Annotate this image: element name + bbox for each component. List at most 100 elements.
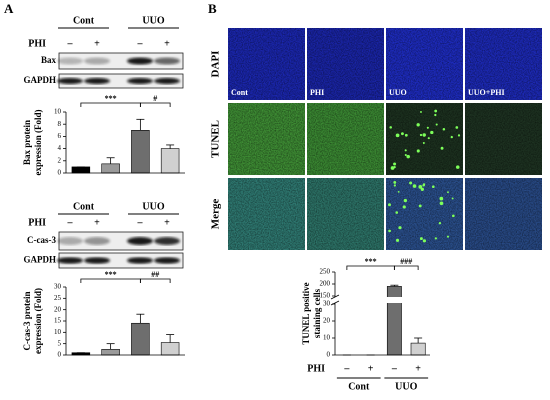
apoptotic-dot [422, 133, 426, 137]
y-axis-label: C-cas-3 protein [22, 291, 32, 350]
apoptotic-dot [426, 126, 429, 129]
apoptotic-dot [450, 135, 453, 139]
blot-band [57, 57, 83, 65]
y-axis-label: expression (Fold) [33, 109, 43, 175]
apoptotic-dot [412, 184, 417, 188]
y-tick-label: 5 [58, 339, 62, 347]
apoptotic-dot [416, 149, 420, 153]
blot-band [127, 237, 153, 245]
group-label: UUO [142, 201, 164, 212]
apoptotic-dot [393, 165, 396, 169]
apoptotic-dot [455, 165, 460, 169]
micrograph-texture [228, 178, 305, 250]
apoptotic-dot [397, 190, 400, 193]
apoptotic-dot [422, 141, 425, 145]
apoptotic-dot [418, 204, 422, 208]
column-label: Cont [231, 88, 248, 97]
apoptotic-dot [398, 226, 402, 230]
y-tick-label: 150 [320, 292, 331, 300]
treatment-sign: + [164, 38, 170, 49]
apoptotic-dot [389, 126, 392, 129]
bar [386, 286, 402, 356]
treatment-sign: – [137, 38, 144, 49]
apoptotic-dot [438, 222, 442, 225]
apoptotic-dot [395, 133, 400, 138]
y-tick-label: 0 [327, 351, 331, 359]
y-tick-label: 20 [54, 305, 62, 313]
apoptotic-dot [416, 123, 420, 127]
significance-label: ## [151, 270, 159, 279]
bar [160, 148, 180, 174]
bar [71, 166, 91, 174]
blot-band [84, 237, 110, 245]
blot-band [154, 257, 180, 264]
x-tick-label: – [391, 363, 398, 374]
micrograph-texture [386, 103, 463, 175]
column-label: PHI [310, 88, 324, 97]
y-tick-label: 6 [58, 132, 62, 140]
apoptotic-dot [447, 191, 449, 194]
significance-label: ### [400, 257, 412, 266]
apoptotic-dot [452, 214, 455, 218]
bar [101, 163, 120, 174]
y-tick-label: 15 [54, 317, 62, 325]
apoptotic-dot [402, 205, 406, 209]
apoptotic-dot [432, 185, 435, 189]
micrograph-texture [386, 178, 463, 250]
treatment-sign: + [164, 217, 170, 228]
row-label: DAPI [210, 51, 222, 78]
treatment-label: PHI [28, 38, 46, 49]
blot-band [84, 57, 110, 65]
micrograph-texture [228, 103, 305, 175]
y-tick-label: 0 [58, 351, 62, 359]
significance-bracket [80, 102, 141, 107]
apoptotic-dot [439, 201, 444, 206]
group-label: Cont [348, 381, 370, 392]
apoptotic-dot [400, 132, 404, 136]
micrograph-texture [307, 28, 384, 100]
treatment-sign: – [137, 217, 144, 228]
treatment-sign: + [94, 38, 100, 49]
blot-band [57, 257, 83, 264]
micrograph-texture [228, 28, 305, 100]
y-tick-label: 2 [58, 156, 62, 164]
significance-label: *** [105, 270, 117, 279]
row-label: TUNEL [210, 120, 222, 158]
apoptotic-dot [419, 133, 423, 137]
blot-row-label: Bax [41, 55, 57, 65]
panel-label: A [4, 1, 14, 16]
blot-band [127, 57, 153, 65]
y-tick-label: 20 [323, 317, 331, 325]
micrograph-texture [465, 103, 542, 175]
apoptotic-dot [420, 111, 422, 113]
y-tick-label: 25 [54, 294, 62, 302]
significance-label: # [153, 94, 157, 103]
x-tick-label: + [415, 363, 421, 374]
apoptotic-dot [395, 238, 400, 242]
apoptotic-dot [409, 181, 413, 185]
significance-label: *** [105, 94, 117, 103]
treatment-sign: + [94, 217, 100, 228]
y-tick-label: 10 [54, 328, 62, 336]
micrograph-texture [307, 103, 384, 175]
blot-band [127, 257, 153, 264]
y-tick-label: 10 [54, 108, 62, 116]
blot-band [154, 237, 180, 245]
group-label: UUO [142, 15, 164, 26]
y-tick-label: 200 [320, 280, 331, 288]
x-tick-label: + [368, 363, 374, 374]
apoptotic-dot [404, 154, 407, 157]
blot-band [154, 57, 180, 65]
apoptotic-dot [430, 130, 434, 135]
significance-bracket [393, 265, 419, 270]
break-mark [330, 294, 340, 300]
y-tick-label: 30 [54, 283, 62, 291]
y-axis-label: Bax protein [22, 120, 32, 165]
apoptotic-dot [434, 237, 438, 240]
apoptotic-dot [451, 197, 454, 200]
apoptotic-dot [390, 166, 395, 170]
apoptotic-dot [442, 127, 446, 131]
bar [410, 342, 426, 356]
apoptotic-dot [440, 146, 444, 150]
blot-band [57, 237, 83, 245]
